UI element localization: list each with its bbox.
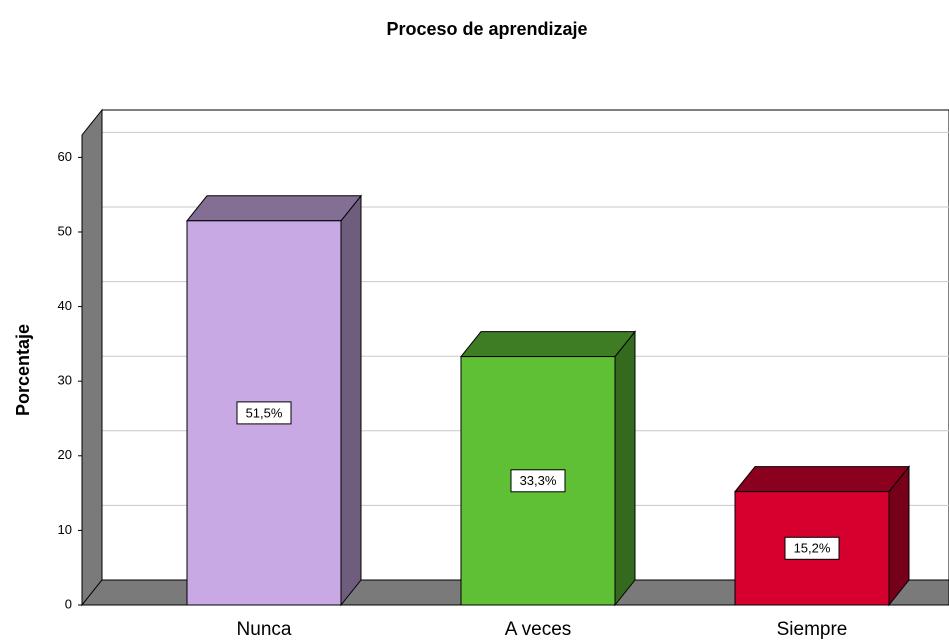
value-label: 15,2% — [794, 541, 831, 556]
value-label: 33,3% — [520, 473, 557, 488]
x-tick-label: Siempre — [777, 619, 848, 640]
value-label-box — [784, 536, 840, 560]
value-label-box — [510, 469, 566, 493]
bar-top — [185, 195, 363, 222]
value-label-box — [236, 401, 292, 425]
y-tick-label: 50 — [58, 223, 72, 238]
y-axis-label: Porcentaje — [13, 324, 33, 416]
bar-side — [614, 330, 636, 607]
y-tick-label: 60 — [58, 149, 72, 164]
y-tick-label: 0 — [65, 596, 72, 611]
x-tick-label: A veces — [505, 619, 572, 640]
left-wall — [81, 108, 103, 607]
y-tick-label: 10 — [58, 522, 72, 537]
bar-side — [340, 194, 362, 607]
value-label: 51,5% — [246, 405, 283, 420]
y-tick-label: 20 — [58, 447, 72, 462]
bar-top — [733, 466, 911, 493]
chart-title: Proceso de aprendizaje — [386, 19, 587, 39]
y-tick-label: 30 — [58, 373, 72, 388]
y-tick-label: 40 — [58, 298, 72, 313]
x-tick-label: Nunca — [237, 619, 292, 640]
bar-top — [459, 331, 637, 358]
